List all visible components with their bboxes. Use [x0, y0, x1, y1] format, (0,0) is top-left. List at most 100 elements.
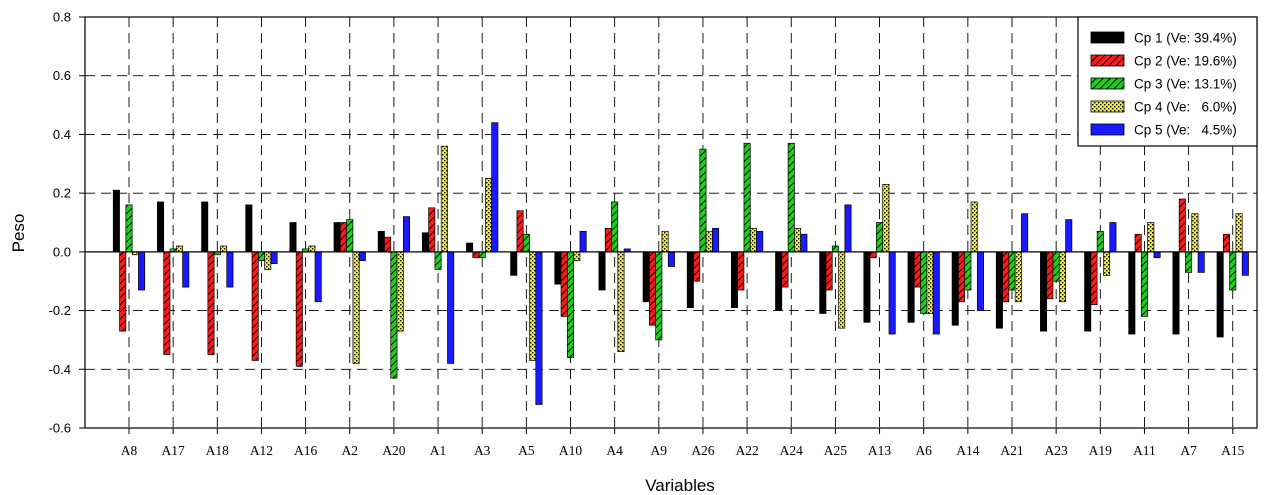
- bar-series-1-A1: [421, 232, 429, 253]
- bar-series-2-A21: [1002, 251, 1010, 303]
- bar-series-3-A25: [831, 245, 839, 253]
- x-tick-label-A14: A14: [956, 443, 979, 458]
- legend-label-3: Cp 3 (Ve: 13.1%): [1134, 77, 1237, 92]
- bar-series-1-A3: [466, 242, 474, 253]
- x-tick-label-A23: A23: [1045, 443, 1068, 458]
- x-tick-label-A7: A7: [1180, 443, 1197, 458]
- bar-series-4-A26: [705, 230, 713, 253]
- bar-series-1-A14: [951, 251, 959, 326]
- legend-label-5: Cp 5 (Ve: 4.5%): [1134, 123, 1237, 138]
- bar-series-1-A9: [642, 251, 650, 303]
- x-tick-label-A2: A2: [342, 443, 359, 458]
- bar-series-4-A20: [396, 251, 404, 332]
- bar-series-5-A18: [226, 251, 234, 288]
- bar-series-2-A14: [958, 251, 966, 303]
- x-tick-label-A22: A22: [735, 443, 758, 458]
- bar-series-2-A20: [384, 236, 392, 253]
- y-tick-label: 0.4: [53, 127, 71, 142]
- bar-series-3-A12: [257, 251, 265, 262]
- y-tick-label: -0.4: [49, 362, 71, 377]
- x-tick-label-A20: A20: [382, 443, 405, 458]
- bar-series-3-A26: [699, 148, 707, 253]
- bar-series-1-A2: [333, 222, 341, 253]
- x-tick-label-A6: A6: [915, 443, 932, 458]
- bar-series-2-A16: [295, 251, 303, 367]
- bars: [112, 122, 1249, 405]
- plot-frame: [84, 16, 1258, 429]
- bar-series-4-A3: [485, 178, 493, 253]
- x-tick-label-A10: A10: [559, 443, 582, 458]
- bar-series-1-A13: [863, 251, 871, 323]
- bar-series-2-A7: [1178, 198, 1186, 253]
- bar-series-1-A24: [775, 251, 783, 311]
- bar-series-3-A8: [125, 204, 133, 253]
- bar-series-5-A26: [712, 228, 720, 253]
- y-tick-label: 0.8: [53, 10, 71, 25]
- bar-series-4-A25: [838, 251, 846, 329]
- bar-series-5-A12: [270, 251, 278, 264]
- bar-series-1-A5: [510, 251, 518, 276]
- bar-series-2-A9: [648, 251, 656, 326]
- bar-series-3-A13: [876, 222, 884, 253]
- x-tick-label-A8: A8: [121, 443, 138, 458]
- bar-series-3-A9: [655, 251, 663, 341]
- bar-series-4-A12: [264, 251, 272, 270]
- bar-series-3-A7: [1185, 251, 1193, 273]
- y-tick-label: -0.6: [49, 421, 71, 436]
- bar-series-2-A5: [516, 210, 524, 253]
- bar-series-5-A22: [756, 230, 764, 253]
- x-tick-label-A24: A24: [780, 443, 803, 458]
- y-tick-label: 0.2: [53, 186, 71, 201]
- bar-series-1-A11: [1128, 251, 1136, 335]
- bar-series-3-A5: [522, 233, 530, 253]
- bar-series-2-A26: [693, 251, 701, 282]
- bar-series-2-A1: [428, 207, 436, 253]
- bar-series-5-A19: [1109, 222, 1117, 253]
- bar-series-4-A6: [926, 251, 934, 314]
- bar-series-4-A5: [529, 251, 537, 361]
- legend-label-1: Cp 1 (Ve: 39.4%): [1134, 31, 1237, 46]
- bar-series-5-A17: [182, 251, 190, 288]
- x-tick-label-A25: A25: [824, 443, 847, 458]
- bar-series-4-A1: [440, 145, 448, 253]
- y-axis-title: Peso: [9, 214, 28, 253]
- bar-series-1-A12: [245, 204, 253, 253]
- bar-series-2-A13: [869, 251, 877, 259]
- x-tick-label-A11: A11: [1133, 443, 1156, 458]
- bar-series-3-A10: [566, 251, 574, 358]
- x-tick-label-A3: A3: [474, 443, 491, 458]
- bar-series-2-A17: [163, 251, 171, 355]
- x-axis-title: Variables: [645, 476, 715, 495]
- bar-series-5-A25: [844, 204, 852, 253]
- x-tick-label-A17: A17: [162, 443, 185, 458]
- bar-series-3-A3: [478, 251, 486, 259]
- bar-series-2-A24: [781, 251, 789, 288]
- bar-series-2-A15: [1222, 233, 1230, 253]
- bar-series-3-A20: [390, 251, 398, 379]
- bar-series-3-A22: [743, 142, 751, 253]
- legend-label-2: Cp 2 (Ve: 19.6%): [1134, 54, 1237, 69]
- x-tick-label-A15: A15: [1221, 443, 1244, 458]
- legend: Cp 1 (Ve: 39.4%) Cp 2 (Ve: 19.6%) Cp 3 (Ve…: [1077, 16, 1258, 147]
- bar-series-1-A4: [598, 251, 606, 291]
- y-tick-label: 0.6: [53, 68, 71, 83]
- x-tick-label-A5: A5: [518, 443, 535, 458]
- bar-series-1-A15: [1216, 251, 1224, 338]
- x-tick-label-A9: A9: [651, 443, 668, 458]
- bar-series-5-A13: [888, 251, 896, 335]
- bar-series-5-A24: [800, 233, 808, 253]
- bar-series-4-A16: [308, 245, 316, 253]
- bar-series-2-A19: [1090, 251, 1098, 306]
- x-tick-label-A1: A1: [430, 443, 447, 458]
- bar-series-5-A14: [976, 251, 984, 311]
- bar-series-5-A7: [1197, 251, 1205, 273]
- bar-series-4-A19: [1103, 251, 1111, 276]
- bar-series-1-A20: [377, 230, 385, 253]
- bar-series-5-A11: [1153, 251, 1161, 259]
- bar-series-4-A4: [617, 251, 625, 353]
- bar-series-5-A15: [1241, 251, 1249, 276]
- bar-series-3-A6: [920, 251, 928, 314]
- bar-series-2-A18: [207, 251, 215, 355]
- bar-series-2-A6: [913, 251, 921, 288]
